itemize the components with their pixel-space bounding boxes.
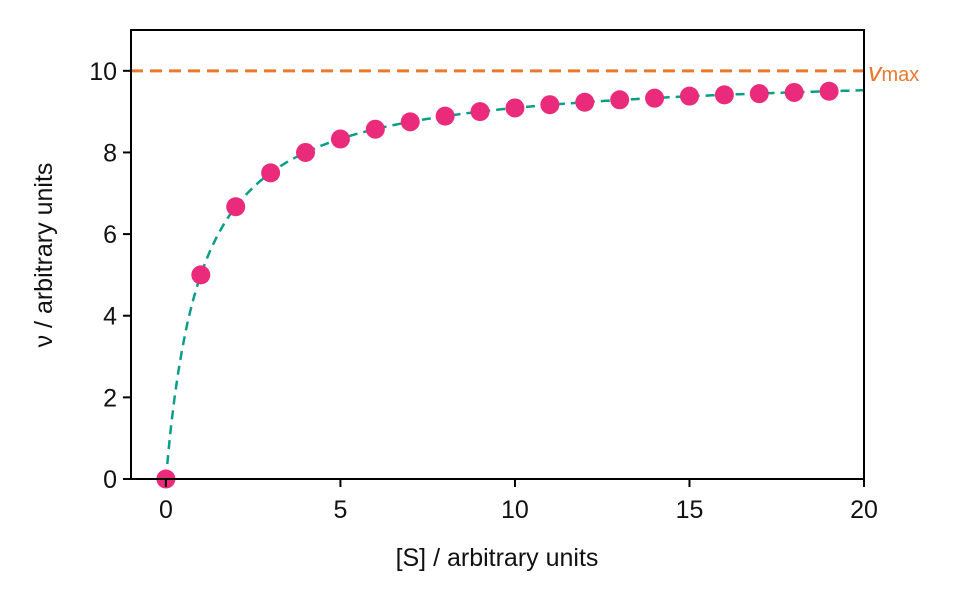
x-tick-label: 5 (333, 496, 347, 524)
vmax-label: vmax (868, 57, 919, 87)
x-axis-label: [S] / arbitrary units (396, 544, 599, 572)
data-point (400, 112, 420, 132)
vmax-label-sub: max (882, 64, 920, 86)
data-point (435, 106, 455, 126)
data-point (540, 95, 560, 115)
fit-curve (164, 89, 864, 480)
x-tick-label: 15 (676, 496, 704, 524)
y-axis-label: ν / arbitrary units (30, 163, 58, 348)
data-point (575, 92, 595, 112)
data-point (610, 90, 630, 110)
y-tick-label: 10 (89, 58, 117, 86)
y-tick-label: 4 (103, 303, 117, 331)
data-point (330, 129, 350, 149)
data-point (749, 84, 769, 104)
data-point (714, 85, 734, 105)
data-point (296, 142, 316, 162)
y-tick-label: 6 (103, 221, 117, 249)
data-point (679, 86, 699, 106)
data-point (819, 81, 839, 101)
y-tick-label: 2 (103, 384, 117, 412)
data-point (645, 88, 665, 108)
x-tick-label: 10 (501, 496, 529, 524)
y-tick-label: 0 (103, 466, 117, 494)
plot-frame (130, 29, 865, 480)
x-tick-label: 20 (850, 496, 878, 524)
x-tick-label: 0 (159, 496, 173, 524)
data-point (784, 82, 804, 102)
data-point (365, 119, 385, 139)
data-point (505, 98, 525, 118)
data-point (261, 163, 281, 183)
y-tick-label: 8 (103, 139, 117, 167)
data-point (470, 102, 490, 122)
vmax-label-main: v (868, 57, 883, 87)
data-point (226, 197, 246, 217)
data-point (191, 265, 211, 285)
